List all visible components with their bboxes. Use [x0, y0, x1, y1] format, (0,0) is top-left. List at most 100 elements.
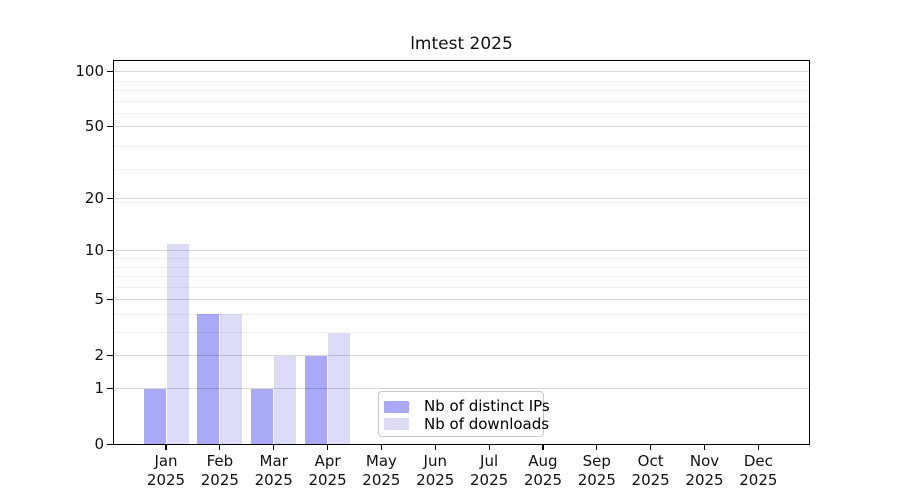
bar-distinct-ips	[143, 388, 166, 445]
x-label-month: Jul	[480, 452, 499, 470]
x-label-year: 2025	[470, 471, 509, 489]
y-axis-tick	[107, 443, 113, 446]
y-axis-tick-label: 2	[94, 346, 104, 365]
x-label-month: Apr	[314, 452, 341, 470]
legend-swatch-downloads	[384, 418, 409, 431]
y-axis-tick	[107, 71, 113, 73]
x-axis-tick-label: Oct 2025	[621, 452, 681, 490]
grid-line-minor	[113, 286, 810, 288]
x-label-month: May	[365, 452, 397, 470]
x-label-month: Mar	[259, 452, 288, 470]
x-axis-tick-label: Jun 2025	[405, 452, 465, 490]
bar-downloads	[328, 332, 351, 445]
x-label-month: Sep	[582, 452, 611, 470]
y-axis-tick	[107, 387, 113, 390]
x-label-year: 2025	[254, 471, 293, 489]
y-axis-tick	[107, 299, 113, 301]
x-label-month: Jun	[423, 452, 447, 470]
x-label-year: 2025	[631, 471, 670, 489]
x-axis-tick-label: Mar 2025	[244, 452, 304, 490]
x-axis-tick-label: May 2025	[351, 452, 411, 490]
x-axis-tick-label: Nov 2025	[675, 452, 735, 490]
grid-line-minor	[113, 100, 810, 102]
x-axis-tick	[219, 445, 221, 450]
y-axis-tick	[107, 197, 113, 200]
x-axis-tick-label: Sep 2025	[567, 452, 627, 490]
x-label-month: Jan	[154, 452, 178, 470]
x-axis-tick	[703, 445, 706, 450]
legend-entry-distinct-ips: Nb of distinct IPs	[384, 398, 550, 416]
bar-downloads	[274, 355, 297, 445]
y-axis-tick-label: 50	[84, 117, 104, 136]
x-axis-tick-label: Feb 2025	[190, 452, 250, 490]
y-axis-tick-label: 10	[84, 241, 104, 260]
x-axis-tick	[542, 445, 544, 450]
legend-swatch-distinct-ips	[384, 400, 409, 413]
x-axis-tick-label: Dec 2025	[728, 452, 788, 490]
x-label-year: 2025	[362, 471, 401, 489]
x-label-year: 2025	[146, 471, 186, 489]
x-axis-tick-label: Aug 2025	[513, 452, 573, 490]
x-label-year: 2025	[200, 471, 239, 489]
x-axis-tick	[650, 445, 652, 450]
legend-label-distinct-ips: Nb of distinct IPs	[424, 397, 550, 416]
y-axis-tick-label: 100	[75, 62, 104, 81]
bar-distinct-ips	[197, 314, 220, 445]
y-axis-tick-label: 20	[84, 189, 104, 208]
y-axis-tick	[107, 355, 113, 357]
x-axis-tick	[380, 445, 382, 450]
grid-line-minor	[113, 146, 810, 148]
y-axis-tick-label: 0	[94, 435, 104, 453]
x-label-year: 2025	[523, 471, 563, 489]
y-axis-tick-label: 5	[94, 290, 104, 309]
x-label-month: Nov	[689, 452, 720, 470]
grid-line-major	[113, 198, 810, 200]
x-axis-tick	[273, 445, 275, 450]
grid-line-major	[113, 71, 810, 73]
x-axis-tick	[488, 445, 490, 450]
grid-line-major	[113, 299, 810, 301]
grid-line-minor	[113, 169, 810, 171]
x-label-year: 2025	[308, 471, 347, 489]
legend: Nb of distinct IPs Nb of downloads	[378, 391, 550, 437]
grid-line-minor	[113, 313, 810, 315]
x-label-month: Aug	[528, 452, 558, 470]
grid-line-minor	[113, 332, 810, 334]
bar-downloads	[166, 243, 189, 445]
x-label-year: 2025	[685, 471, 724, 489]
grid-line-major	[113, 355, 810, 357]
x-label-year: 2025	[416, 471, 455, 489]
x-axis-tick-label: Jan 2025	[136, 452, 196, 490]
x-label-year: 2025	[577, 471, 616, 489]
x-label-month: Oct	[637, 452, 664, 470]
bar-distinct-ips	[305, 355, 328, 445]
legend-label-downloads: Nb of downloads	[424, 414, 550, 433]
x-axis-tick-label: Apr 2025	[298, 452, 358, 490]
grid-line-minor	[113, 80, 810, 82]
y-axis-tick	[107, 250, 113, 252]
chart-title: lmtest 2025	[410, 34, 513, 54]
x-axis-tick	[326, 445, 329, 450]
x-axis-tick	[434, 445, 436, 450]
grid-line-major	[113, 250, 810, 252]
x-label-year: 2025	[739, 471, 778, 489]
grid-line-minor	[113, 266, 810, 268]
x-axis-tick-label: Jul 2025	[459, 452, 519, 490]
x-axis-tick	[165, 445, 167, 450]
y-axis-tick-label: 1	[94, 379, 104, 397]
grid-line-minor	[113, 90, 810, 92]
x-label-month: Dec	[743, 452, 773, 470]
y-axis-tick	[107, 126, 113, 128]
grid-line-major	[113, 388, 810, 389]
x-axis-tick	[757, 445, 759, 450]
grid-line-major	[113, 126, 810, 128]
grid-line-minor	[113, 113, 810, 115]
bar-distinct-ips	[251, 388, 274, 445]
legend-entry-downloads: Nb of downloads	[384, 415, 549, 434]
grid-line-minor	[113, 258, 810, 259]
grid-line-minor	[113, 276, 810, 278]
x-axis-tick	[596, 445, 598, 450]
bar-downloads	[220, 314, 243, 445]
grid-line-minor	[113, 202, 810, 203]
